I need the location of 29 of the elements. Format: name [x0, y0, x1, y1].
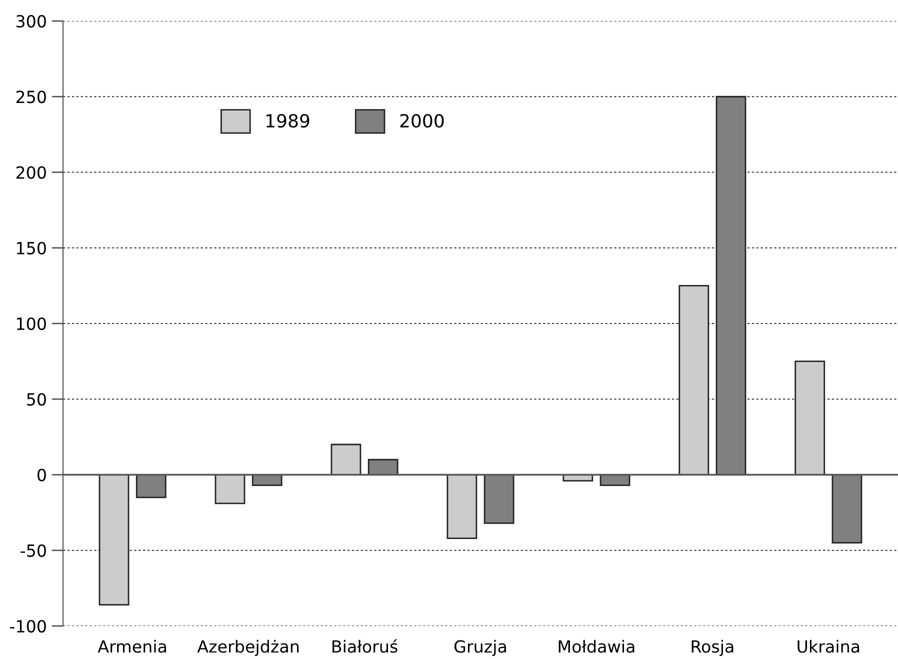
legend-label: 2000 [400, 114, 444, 128]
y-tick-label: 200 [16, 166, 46, 179]
y-tick-label: 250 [16, 90, 46, 104]
x-tick-label: Rosja [692, 640, 734, 656]
bar [214, 474, 246, 504]
y-tick-label: 300 [16, 14, 46, 28]
bar [794, 360, 826, 476]
y-tick-label: 100 [17, 317, 46, 330]
bar [484, 474, 514, 524]
x-tick-label: Gruzja [454, 640, 506, 656]
x-tick-label: Białoruś [332, 639, 398, 653]
y-tick-label: 50 [27, 393, 46, 406]
x-tick-label: Mołdawia [558, 640, 634, 653]
legend-label: 1989 [266, 114, 310, 128]
x-tick-label: Armenia [98, 640, 166, 653]
y-tick-label: 0 [38, 468, 46, 482]
y-tick-label: 150 [17, 242, 46, 254]
bar [136, 474, 166, 498]
bar [98, 474, 130, 606]
x-tick-label: Azerbejdżan [197, 640, 299, 656]
bar [368, 458, 398, 476]
y-tick-label: -50 [20, 544, 46, 557]
x-tick-label: Ukraina [798, 640, 860, 653]
bar [832, 474, 862, 544]
bar [716, 96, 746, 476]
bar [446, 474, 478, 539]
bar [678, 284, 710, 476]
y-tick-label: -100 [10, 620, 46, 633]
bar [330, 444, 362, 476]
